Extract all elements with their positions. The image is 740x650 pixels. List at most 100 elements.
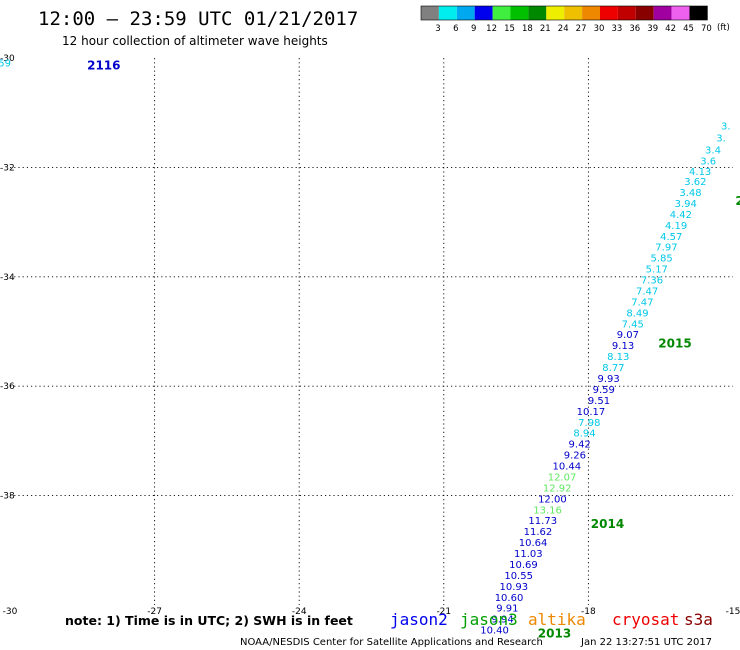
colorbar-label: 9 xyxy=(471,24,476,34)
track-point-label: 10.40 xyxy=(480,626,509,637)
colorbar-swatch xyxy=(456,6,475,20)
track-point-label: 12.00 xyxy=(538,494,567,505)
y-tick-label: -32 xyxy=(0,163,15,173)
colorbar-label: 18 xyxy=(522,24,533,34)
colorbar-label: 27 xyxy=(576,24,587,34)
track-point-label: 7.97 xyxy=(655,243,677,254)
y-tick-label: -30 xyxy=(0,54,15,64)
y-tick-label: -36 xyxy=(0,382,15,392)
track-point-label: 9.59 xyxy=(593,385,615,396)
chart-subtitle: 12 hour collection of altimeter wave hei… xyxy=(62,34,328,48)
footer-timestamp: Jan 22 13:27:51 UTC 2017 xyxy=(580,637,712,648)
track-point-label: 3.4 xyxy=(705,145,721,156)
colorbar-swatch xyxy=(546,6,565,20)
pass-labels: 2116 2015 2014 2013 2 xyxy=(87,59,740,641)
track-point-label: 11.03 xyxy=(514,549,543,560)
track-point-label: 7.47 xyxy=(636,286,658,297)
track-point-label: 4.13 xyxy=(689,167,711,178)
track-point-label: 3.62 xyxy=(684,177,706,188)
colorbar-legend: 3 6 9 12 15 18 21 24 27 30 33 36 39 42 45 70 xyxy=(420,5,712,34)
colorbar-swatch xyxy=(671,6,690,20)
y-tick-label: -38 xyxy=(0,492,15,502)
track-point-label: 10.60 xyxy=(495,593,524,604)
track-point-label: 9.13 xyxy=(612,341,634,352)
colorbar-label: 36 xyxy=(629,24,640,34)
colorbar-label: 42 xyxy=(665,24,676,34)
track-point-label: 3. xyxy=(721,121,731,132)
pass-number-label: 2 xyxy=(735,194,740,208)
track-point-label: 5.17 xyxy=(646,265,668,276)
track-point-label: 3.6 xyxy=(700,156,716,167)
colorbar-swatch xyxy=(438,6,457,20)
track-point-label: 7.98 xyxy=(578,418,600,429)
colorbar-swatch xyxy=(582,6,600,20)
track-point-label: 8.94 xyxy=(573,429,595,440)
colorbar-label: 6 xyxy=(453,24,458,34)
x-tick-label: -21 xyxy=(436,607,451,617)
track-point-label: 10.44 xyxy=(553,462,582,473)
track-point-label: 8.13 xyxy=(607,352,629,363)
track-point-label: 10.64 xyxy=(519,538,548,549)
colorbar-swatch xyxy=(653,6,672,20)
track-point-label: 8.49 xyxy=(626,308,648,319)
colorbar-swatch xyxy=(528,6,547,20)
x-tick-label: -18 xyxy=(581,607,596,617)
x-tick-label: -30 xyxy=(3,607,18,617)
colorbar-label: 70 xyxy=(701,24,712,34)
colorbar-swatch xyxy=(421,6,439,20)
axis-ticks: -30 -27 -24 -21 -18 -15 -30 -32 -34 -36 -38 xyxy=(0,54,740,617)
track-point-label: 3.48 xyxy=(679,188,701,199)
colorbar-swatch xyxy=(492,6,511,20)
colorbar-swatch xyxy=(689,6,708,20)
track-point-label: 7.36 xyxy=(641,276,663,287)
colorbar-label: 24 xyxy=(558,24,569,34)
chart-title: 12:00 – 23:59 UTC 01/21/2017 xyxy=(38,8,358,30)
track-point-label: 10.17 xyxy=(577,407,606,418)
track-point-label: 11.73 xyxy=(528,516,557,527)
footer-note: note: 1) Time is in UTC; 2) SWH is in fe… xyxy=(65,613,353,628)
track-point-label: 10.69 xyxy=(509,560,538,571)
colorbar-unit: (ft) xyxy=(717,23,730,33)
y-tick-label: -34 xyxy=(0,273,15,283)
track-point-label: 9.93 xyxy=(597,374,619,385)
track-point-label: 12.07 xyxy=(548,472,577,483)
track-point-label: 7.59 xyxy=(0,58,11,69)
track-point-label: 9.91 xyxy=(496,604,518,615)
satellite-legend-jason2: jason2 xyxy=(390,610,448,629)
track-point-label: 13.16 xyxy=(533,505,562,516)
colorbar-label: 12 xyxy=(486,24,497,34)
colorbar-label: 45 xyxy=(683,24,694,34)
track-point-label: 9.26 xyxy=(564,451,586,462)
track-point-label: 5.85 xyxy=(650,254,672,265)
track-point-label: 8.77 xyxy=(602,363,624,374)
satellite-legend-altika: altika xyxy=(528,610,586,629)
colorbar-label: 21 xyxy=(540,24,551,34)
colorbar-label: 15 xyxy=(504,24,515,34)
plot-grid xyxy=(10,58,733,605)
track-point-label: 10.93 xyxy=(500,582,529,593)
track-point-label: 4.57 xyxy=(660,232,682,243)
footer-credit: NOAA/NESDIS Center for Satellite Applica… xyxy=(240,637,543,648)
colorbar-swatch xyxy=(474,6,493,20)
colorbar-label: 3 xyxy=(435,24,440,34)
track-point-label: 11.62 xyxy=(524,527,553,538)
satellite-legend-jason3: jason3 xyxy=(460,610,518,629)
satellite-legend: jason2 jason3 altika cryosat s3a xyxy=(390,610,713,629)
track-point-label: 4.19 xyxy=(665,221,687,232)
x-tick-label: -27 xyxy=(147,607,162,617)
track-point-label: 9.94 xyxy=(491,615,513,626)
colorbar-label: 33 xyxy=(611,24,622,34)
colorbar-swatch xyxy=(617,6,636,20)
colorbar-swatch xyxy=(635,6,654,20)
track-points: 3.3.3.43.64.133.623.483.944.424.194.577.… xyxy=(0,58,731,636)
track-point-label: 9.07 xyxy=(617,330,639,341)
colorbar-swatch xyxy=(564,6,583,20)
colorbar-label: 39 xyxy=(647,24,658,34)
satellite-legend-s3a: s3a xyxy=(684,610,713,629)
track-point-label: 9.51 xyxy=(588,396,610,407)
track-point-label: 3. xyxy=(716,133,726,144)
track-point-label: 4.42 xyxy=(670,210,692,221)
track-point-label: 7.47 xyxy=(631,297,653,308)
colorbar-swatch xyxy=(510,6,529,20)
